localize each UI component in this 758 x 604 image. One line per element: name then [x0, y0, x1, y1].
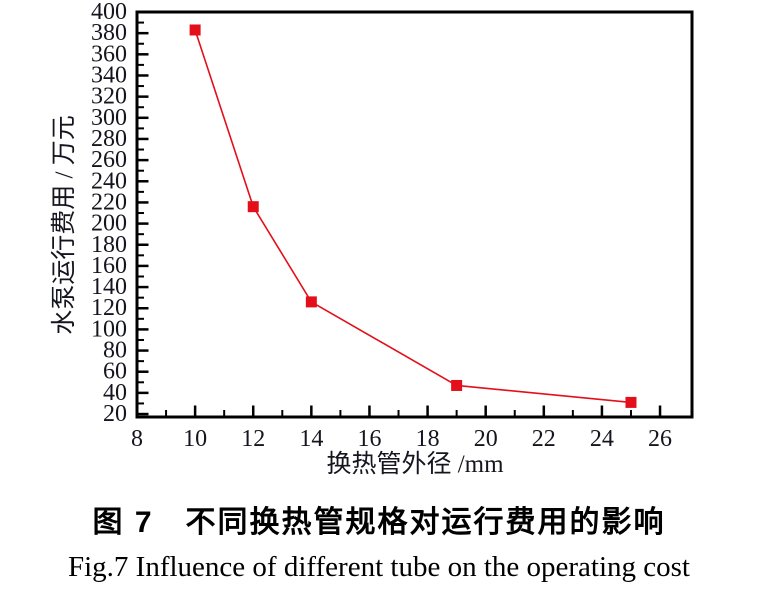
y-tick-label: 20 [103, 401, 127, 427]
y-tick-label: 360 [91, 41, 127, 67]
x-tick-label: 20 [474, 426, 498, 452]
x-axis-title: 换热管外径 /mm [326, 450, 504, 478]
data-point [625, 396, 637, 408]
y-tick-label: 80 [103, 338, 127, 364]
y-tick-label: 320 [91, 84, 127, 110]
x-tick-label: 22 [532, 426, 556, 452]
x-tick-label: 16 [357, 426, 381, 452]
y-tick-label: 40 [103, 380, 127, 406]
y-tick-label: 60 [103, 359, 127, 385]
y-axis-title: 水泵运行费用 / 万元 [50, 115, 78, 334]
y-tick-label: 200 [91, 211, 127, 237]
caption-english: Fig.7 Influence of different tube on the… [68, 551, 690, 583]
plot-border [135, 10, 694, 419]
y-tick-label: 300 [91, 105, 127, 131]
x-tick-label: 8 [131, 426, 143, 452]
y-tick-label: 120 [91, 295, 127, 321]
x-tick-label: 14 [299, 426, 323, 452]
y-tick-label: 240 [91, 168, 127, 194]
data-point [189, 24, 201, 36]
series-line [194, 29, 632, 404]
y-tick-label: 220 [91, 189, 127, 215]
y-tick-label: 400 [91, 0, 127, 25]
x-tick-label: 24 [590, 426, 614, 452]
data-point [305, 296, 317, 308]
x-tick-label: 12 [241, 426, 265, 452]
y-tick-label: 340 [91, 62, 127, 88]
y-tick-label: 100 [91, 316, 127, 342]
x-tick-label: 26 [648, 426, 672, 452]
y-tick-label: 280 [91, 126, 127, 152]
y-tick-label: 180 [91, 232, 127, 258]
x-tick-label: 10 [183, 426, 207, 452]
x-tick-label: 18 [416, 426, 440, 452]
y-tick-label: 160 [91, 253, 127, 279]
data-point [451, 379, 463, 391]
y-tick-label: 380 [91, 20, 127, 46]
caption-chinese: 图 7 不同换热管规格对运行费用的影响 [92, 506, 666, 539]
data-point [247, 201, 259, 213]
y-tick-label: 140 [91, 274, 127, 300]
y-tick-label: 260 [91, 147, 127, 173]
